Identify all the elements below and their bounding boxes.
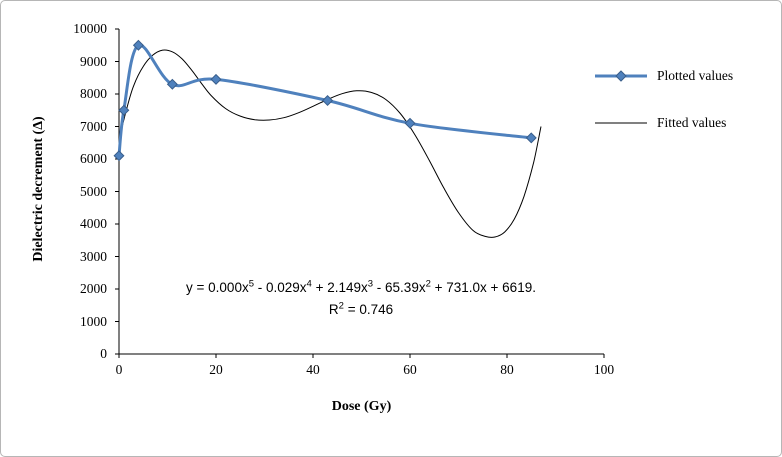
plotted-legend-diamond-icon <box>615 70 627 82</box>
trendline-equation: y = 0.000x5 - 0.029x4 + 2.149x3 - 65.39x… <box>186 278 536 295</box>
r-squared-value: R2 = 0.746 <box>328 300 394 317</box>
data-point-marker-icon <box>132 39 144 51</box>
legend-label-plotted-values: Plotted values <box>657 68 734 83</box>
legend-item-fitted-values: Fitted values <box>593 115 733 131</box>
y-axis-title: Dielectric decrement (Δ) <box>31 116 46 262</box>
data-point-marker-icon <box>322 94 334 107</box>
plotted-series-line-marker-icon <box>595 70 647 82</box>
legend: Plotted values Fitted values <box>593 68 733 131</box>
data-point-marker-icon <box>113 150 125 162</box>
data-point-marker-icon <box>404 117 416 129</box>
equation-annotation: y = 0.000x5 - 0.029x4 + 2.149x3 - 65.39x… <box>146 277 576 321</box>
fitted-values-curve <box>118 49 542 238</box>
x-axis-title: Dose (Gy) <box>331 399 392 414</box>
data-point-marker-icon <box>118 104 130 116</box>
data-point-marker-icon <box>166 78 178 90</box>
data-point-marker-icon <box>525 132 537 144</box>
legend-item-plotted-values: Plotted values <box>593 68 733 84</box>
data-point-marker-icon <box>210 73 222 85</box>
fitted-series-line-icon <box>595 122 647 124</box>
legend-label-fitted-values: Fitted values <box>657 115 727 130</box>
